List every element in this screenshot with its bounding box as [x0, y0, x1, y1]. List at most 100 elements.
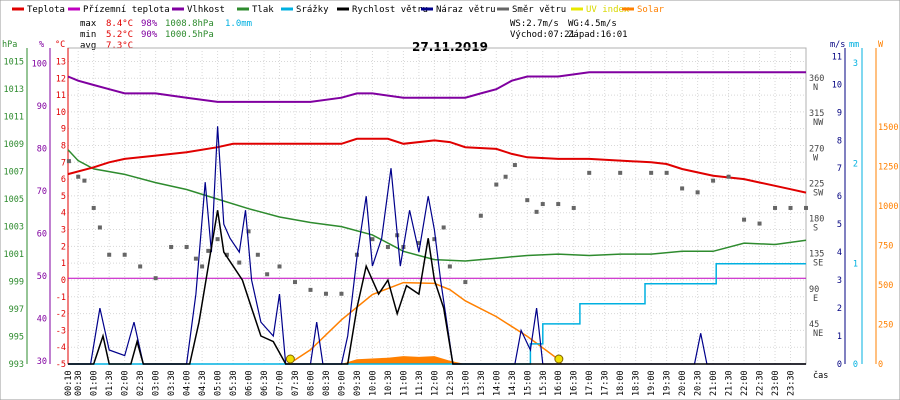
legend-label: Teplota: [27, 5, 65, 15]
hpa-tick-label: 999: [9, 278, 24, 288]
series-wind-speed-line: [68, 210, 806, 365]
x-tick-label: 10:00: [368, 370, 378, 396]
percent-tick-label: 60: [37, 230, 47, 240]
x-tick-label: 05:00: [214, 370, 224, 396]
legend-label: Srážky: [296, 5, 329, 15]
celsius-tick-label: 1: [61, 259, 66, 269]
direction-name-label: SE: [813, 259, 823, 269]
x-tick-label: 00:10: [64, 370, 74, 396]
ms-tick-label: 6: [837, 192, 842, 202]
wind-direction-point: [447, 264, 452, 269]
direction-name-label: W: [813, 153, 819, 163]
x-tick-label: 16:30: [570, 370, 580, 396]
wind-direction-point: [540, 202, 545, 207]
sunset-marker: [554, 354, 564, 364]
wm2-tick-label: 1500: [878, 123, 898, 133]
stats-press-max: 1008.8hPa: [165, 19, 214, 29]
wind-direction-point: [385, 244, 390, 249]
celsius-tick-label: 4: [61, 209, 66, 219]
legend-label: Směr větru: [512, 5, 566, 15]
legend-label: Náraz větru: [436, 5, 496, 15]
x-tick-label: 16:00: [554, 370, 564, 396]
wind-direction-point: [503, 174, 508, 179]
plot-area: [66, 71, 808, 365]
x-tick-label: 20:30: [694, 370, 704, 396]
stats-min-label: min: [80, 30, 96, 40]
wind-direction-point: [339, 291, 344, 296]
wm2-tick-label: 500: [878, 281, 893, 291]
ms-tick-label: 2: [837, 304, 842, 314]
x-tick-label: 14:30: [508, 370, 518, 396]
celsius-unit: °C: [55, 40, 65, 50]
stats-hum-min: 90%: [141, 30, 158, 40]
wind-direction-point: [200, 264, 205, 269]
x-tick-label: 02:30: [136, 370, 146, 396]
wm2-tick-label: 1250: [878, 163, 898, 173]
wind-direction-point: [649, 170, 654, 175]
wind-direction-point: [224, 252, 229, 257]
wind-direction-point: [107, 252, 112, 257]
wind-direction-point: [556, 202, 561, 207]
wind-direction-point: [97, 225, 102, 230]
stats-temp-min: 5.2°C: [106, 30, 133, 40]
stats-sunset: Západ:16:01: [568, 30, 628, 40]
wind-direction-point: [91, 205, 96, 210]
ms-tick-label: 4: [837, 248, 842, 258]
hpa-tick-label: 993: [9, 360, 24, 370]
wind-direction-point: [804, 205, 808, 210]
x-tick-label: 03:30: [167, 370, 177, 396]
hpa-tick-label: 1009: [4, 140, 24, 150]
ms-tick-label: 7: [837, 164, 842, 174]
x-tick-label: 19:00: [647, 370, 657, 396]
sunrise-marker: [285, 354, 295, 364]
wind-direction-point: [680, 186, 685, 191]
wind-direction-point: [265, 272, 270, 277]
wind-direction-point: [757, 221, 762, 226]
wind-direction-point: [416, 241, 421, 246]
wind-direction-point: [432, 237, 437, 242]
hpa-tick-label: 995: [9, 333, 24, 343]
x-tick-label: 22:30: [756, 370, 766, 396]
ms-tick-label: 0: [837, 360, 842, 370]
direction-tick-label: 180: [809, 215, 824, 225]
celsius-tick-label: 9: [61, 125, 66, 135]
percent-tick-label: 100: [32, 60, 47, 70]
wind-direction-point: [587, 170, 592, 175]
wind-direction-point: [525, 198, 530, 203]
stats-block: max 8.4°C 98% 1008.8hPa 1.0mm min 5.2°C …: [80, 19, 628, 51]
x-tick-label: 21:30: [725, 370, 735, 396]
x-tick-label: 14:00: [492, 370, 502, 396]
ms-tick-label: 1: [837, 332, 842, 342]
x-tick-label: 06:30: [260, 370, 270, 396]
series-humidity-line: [67, 71, 806, 103]
wind-direction-point: [441, 225, 446, 230]
direction-name-label: SW: [813, 188, 824, 198]
celsius-tick-label: 8: [61, 141, 66, 151]
x-tick-label: 15:30: [539, 370, 549, 396]
wm2-tick-label: 250: [878, 321, 893, 331]
hpa-tick-label: 997: [9, 305, 24, 315]
ms-tick-label: 10: [832, 80, 842, 90]
wind-direction-point: [76, 174, 81, 179]
stats-temp-max: 8.4°C: [106, 19, 133, 29]
x-tick-label: 06:00: [245, 370, 255, 396]
wind-direction-point: [726, 174, 731, 179]
wind-direction-point: [571, 205, 576, 210]
direction-name-label: N: [813, 83, 818, 93]
celsius-tick-label: 7: [61, 158, 66, 168]
celsius-tick-label: 11: [56, 91, 66, 101]
chart-title: 27.11.2019: [412, 40, 488, 54]
wind-direction-point: [308, 287, 313, 292]
hpa-tick-label: 1005: [4, 195, 24, 205]
celsius-tick-label: 5: [61, 192, 66, 202]
solar-fill-area: [295, 356, 559, 364]
mm-unit: mm: [849, 40, 859, 50]
ms-tick-label: 5: [837, 220, 842, 230]
x-tick-label: 18:00: [616, 370, 626, 396]
direction-tick-label: 45: [809, 320, 819, 330]
stats-max-label: max: [80, 19, 97, 29]
celsius-tick-label: 0: [61, 276, 66, 286]
celsius-tick-label: 3: [61, 226, 66, 236]
percent-tick-label: 30: [37, 357, 47, 367]
wind-direction-point: [370, 237, 375, 242]
